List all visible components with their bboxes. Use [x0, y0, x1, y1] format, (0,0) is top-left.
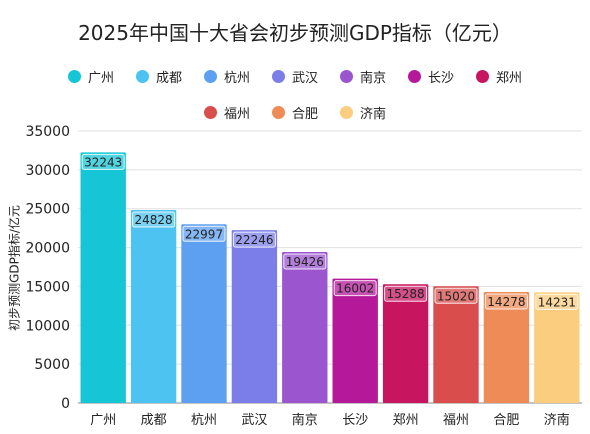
- y-tick-label: 0: [61, 396, 70, 412]
- legend-item[interactable]: 福州: [203, 103, 250, 122]
- data-label: 19426: [286, 255, 324, 269]
- x-tick-label: 郑州: [393, 413, 419, 428]
- data-label-box: [132, 211, 176, 228]
- x-tick-label: 长沙: [342, 413, 368, 428]
- legend-item[interactable]: 南京: [340, 67, 386, 86]
- y-tick-label: 5000: [34, 357, 70, 373]
- x-tick-label: 福州: [443, 413, 469, 428]
- bar[interactable]: [534, 292, 580, 403]
- bar[interactable]: [80, 152, 126, 403]
- data-label: 14278: [487, 295, 525, 309]
- data-label: 22997: [185, 227, 223, 241]
- legend-item[interactable]: 成都: [135, 67, 182, 86]
- data-label: 15288: [387, 287, 425, 301]
- legend-item[interactable]: 杭州: [203, 67, 250, 86]
- legend-swatch: [67, 69, 81, 83]
- legend-row: 广州 成都 杭州 武汉 南京 长沙 郑州: [0, 58, 590, 94]
- y-tick-label: 25000: [25, 202, 70, 218]
- y-tick-label: 30000: [25, 163, 70, 179]
- legend-label: 长沙: [428, 70, 455, 86]
- data-label: 24828: [135, 213, 173, 227]
- legend-item[interactable]: 武汉: [271, 67, 318, 86]
- data-label-box: [384, 285, 428, 302]
- x-tick-label: 合肥: [493, 413, 519, 428]
- legend-swatch: [271, 69, 285, 83]
- chart-title: 2025年中国十大省会初步预测GDP指标（亿元）: [78, 21, 512, 45]
- legend-label: 杭州: [223, 70, 250, 86]
- x-tick-label: 济南: [544, 412, 570, 428]
- legend-label: 福州: [223, 106, 250, 122]
- data-label-box: [333, 280, 377, 297]
- data-label-box: [232, 231, 276, 248]
- x-tick-label: 杭州: [191, 413, 217, 428]
- bar[interactable]: [433, 286, 479, 403]
- data-label-box: [182, 225, 226, 242]
- x-tick-label: 南京: [292, 412, 318, 428]
- legend-label: 济南: [360, 106, 387, 122]
- legend-swatch: [408, 69, 422, 83]
- legend-label: 成都: [155, 70, 182, 86]
- bar[interactable]: [332, 278, 378, 403]
- legend-swatch: [476, 69, 490, 83]
- legend-label: 广州: [87, 70, 114, 86]
- legend: 广州 成都 杭州 武汉 南京 长沙 郑州 福州 合肥 济南: [0, 58, 590, 130]
- bar[interactable]: [382, 284, 429, 403]
- bar[interactable]: [181, 224, 227, 403]
- data-label: 15020: [437, 289, 475, 303]
- data-label: 16002: [336, 282, 374, 296]
- legend-swatch: [340, 69, 353, 83]
- x-tick-label: 武汉: [241, 413, 267, 428]
- y-tick-label: 15000: [25, 279, 70, 295]
- bar[interactable]: [130, 210, 177, 403]
- legend-item[interactable]: 郑州: [476, 67, 522, 86]
- data-label-box: [484, 293, 528, 310]
- legend-swatch: [203, 105, 217, 119]
- bar[interactable]: [231, 230, 278, 403]
- legend-label: 合肥: [291, 106, 318, 122]
- data-label: 32243: [84, 155, 122, 169]
- y-tick-label: 10000: [25, 318, 70, 334]
- data-label: 22246: [235, 233, 273, 247]
- legend-item[interactable]: 合肥: [271, 103, 318, 122]
- bar[interactable]: [483, 292, 530, 403]
- bar[interactable]: [282, 252, 328, 403]
- legend-item[interactable]: 长沙: [408, 67, 454, 86]
- legend-swatch: [203, 69, 217, 83]
- x-tick-label: 成都: [141, 413, 167, 428]
- legend-label: 郑州: [496, 70, 523, 86]
- data-label: 14231: [538, 295, 576, 309]
- data-label-box: [434, 287, 478, 304]
- legend-item[interactable]: 广州: [67, 67, 114, 86]
- legend-swatch: [135, 69, 149, 83]
- x-tick-label: 广州: [90, 413, 116, 428]
- legend-swatch: [340, 105, 353, 119]
- legend-row: 福州 合肥 济南: [0, 94, 590, 130]
- data-label-box: [283, 253, 327, 270]
- data-label-box: [535, 293, 579, 310]
- legend-item[interactable]: 济南: [340, 103, 386, 122]
- legend-label: 南京: [360, 70, 387, 86]
- data-label-box: [81, 153, 125, 170]
- y-tick-label: 20000: [25, 241, 70, 257]
- legend-label: 武汉: [291, 70, 318, 86]
- legend-swatch: [271, 105, 285, 119]
- y-tick-label: 35000: [25, 124, 70, 140]
